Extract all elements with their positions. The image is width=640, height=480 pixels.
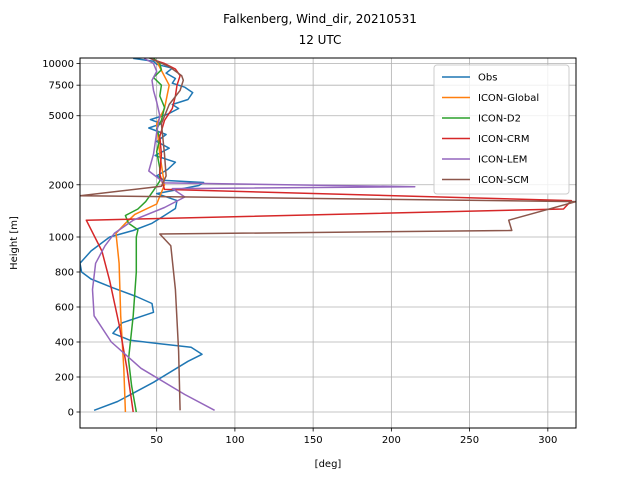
legend-label-icon-lem: ICON-LEM	[478, 155, 527, 166]
legend-label-icon-global: ICON-Global	[478, 93, 539, 104]
y-tick-label: 800	[55, 268, 74, 279]
y-tick-label: 5000	[49, 111, 74, 122]
series-line-obs	[80, 58, 205, 412]
x-tick-label: 50	[150, 435, 163, 446]
y-axis-ticks: 0 200 400 600 800 1000 2000 5000 7500 10000	[42, 59, 80, 419]
x-tick-label: 300	[538, 435, 557, 446]
y-tick-label: 400	[55, 338, 74, 349]
x-axis-label: [deg]	[315, 459, 342, 470]
series-line-icon-crm	[85, 59, 573, 413]
series-line-icon-lem	[91, 58, 416, 411]
x-tick-label: 250	[460, 435, 479, 446]
y-tick-label: 2000	[49, 180, 74, 191]
x-tick-label: 200	[382, 435, 401, 446]
y-tick-label: 1000	[49, 233, 74, 244]
chart-subtitle: 12 UTC	[299, 33, 342, 47]
y-tick-label: 7500	[49, 81, 74, 92]
legend-label-obs: Obs	[478, 73, 497, 84]
y-tick-label: 0	[68, 408, 74, 419]
chart-title: Falkenberg, Wind_dir, 20210531	[223, 12, 417, 26]
series-lines	[80, 58, 576, 413]
y-axis-label: Height [m]	[9, 216, 20, 270]
legend-label-icon-crm: ICON-CRM	[478, 134, 529, 145]
legend-label-icon-d2: ICON-D2	[478, 114, 521, 125]
series-line-icon-scm	[80, 58, 576, 411]
y-tick-label: 600	[55, 303, 74, 314]
x-tick-label: 150	[304, 435, 323, 446]
series-line-icon-d2	[124, 58, 166, 413]
plot-frame	[79, 57, 577, 429]
y-tick-label: 200	[55, 373, 74, 384]
legend: Obs ICON-Global ICON-D2 ICON-CRM ICON-LEM ICO…	[433, 64, 570, 195]
series-line-icon-global	[115, 60, 170, 413]
x-tick-label: 100	[225, 435, 244, 446]
legend-label-icon-scm: ICON-SCM	[478, 175, 529, 186]
x-axis-ticks: 50 100 150 200 250 300	[150, 428, 557, 446]
y-tick-label: 10000	[42, 59, 74, 70]
